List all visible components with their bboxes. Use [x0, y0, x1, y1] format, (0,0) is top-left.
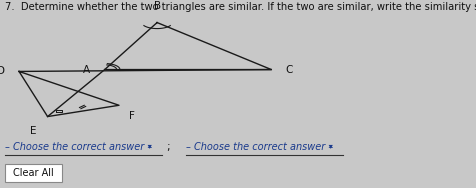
Text: ▾: ▾ [326, 142, 333, 151]
Text: Clear All: Clear All [13, 168, 54, 178]
Text: – Choose the correct answer –: – Choose the correct answer – [5, 142, 152, 152]
Text: F: F [129, 111, 134, 121]
Text: C: C [286, 64, 293, 75]
Text: B: B [154, 1, 160, 11]
Text: ;: ; [167, 142, 170, 152]
Text: 7.  Determine whether the two triangles are similar. If the two are similar, wri: 7. Determine whether the two triangles a… [5, 2, 476, 12]
Text: ▾: ▾ [145, 142, 152, 151]
Text: E: E [30, 126, 37, 136]
FancyBboxPatch shape [5, 164, 62, 182]
Text: A: A [83, 64, 90, 75]
Text: D: D [0, 66, 5, 77]
Text: – Choose the correct answer –: – Choose the correct answer – [186, 142, 333, 152]
